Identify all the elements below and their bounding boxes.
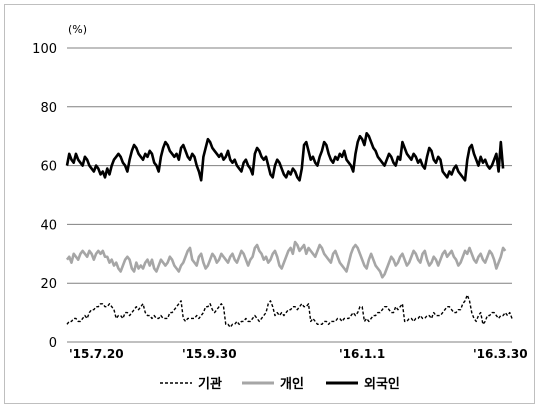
chart-frame bbox=[4, 4, 535, 404]
x-tick-label: '16.3.30 bbox=[473, 347, 528, 361]
series-line-individual bbox=[65, 240, 507, 279]
unit-label: (%) bbox=[68, 23, 87, 36]
y-tick-label: 100 bbox=[32, 42, 57, 57]
y-tick-label: 40 bbox=[40, 218, 57, 233]
y-tick-label: 60 bbox=[40, 160, 57, 175]
y-tick-label: 80 bbox=[40, 101, 57, 116]
series-line-institutional bbox=[66, 294, 513, 328]
x-axis-ticks: '15.7.20 '15.9.30 '16.1.1 '16.3.30 bbox=[69, 347, 528, 361]
series-line-foreign bbox=[65, 131, 505, 182]
x-tick-label: '15.9.30 bbox=[182, 347, 237, 361]
x-tick-label: '16.1.1 bbox=[339, 347, 385, 361]
legend-label-institutional: 기관 bbox=[198, 376, 222, 392]
grid-lines bbox=[67, 47, 512, 343]
y-axis-ticks: 0 20 40 60 80 100 bbox=[32, 42, 57, 351]
y-tick-label: 0 bbox=[49, 336, 57, 351]
legend-label-individual: 개인 bbox=[280, 376, 304, 392]
x-tick-label: '15.7.20 bbox=[69, 347, 124, 361]
y-tick-label: 20 bbox=[40, 277, 57, 292]
legend: 기관 개인 외국인 bbox=[160, 376, 400, 392]
legend-label-foreign: 외국인 bbox=[364, 376, 400, 392]
series-lines bbox=[65, 131, 513, 328]
